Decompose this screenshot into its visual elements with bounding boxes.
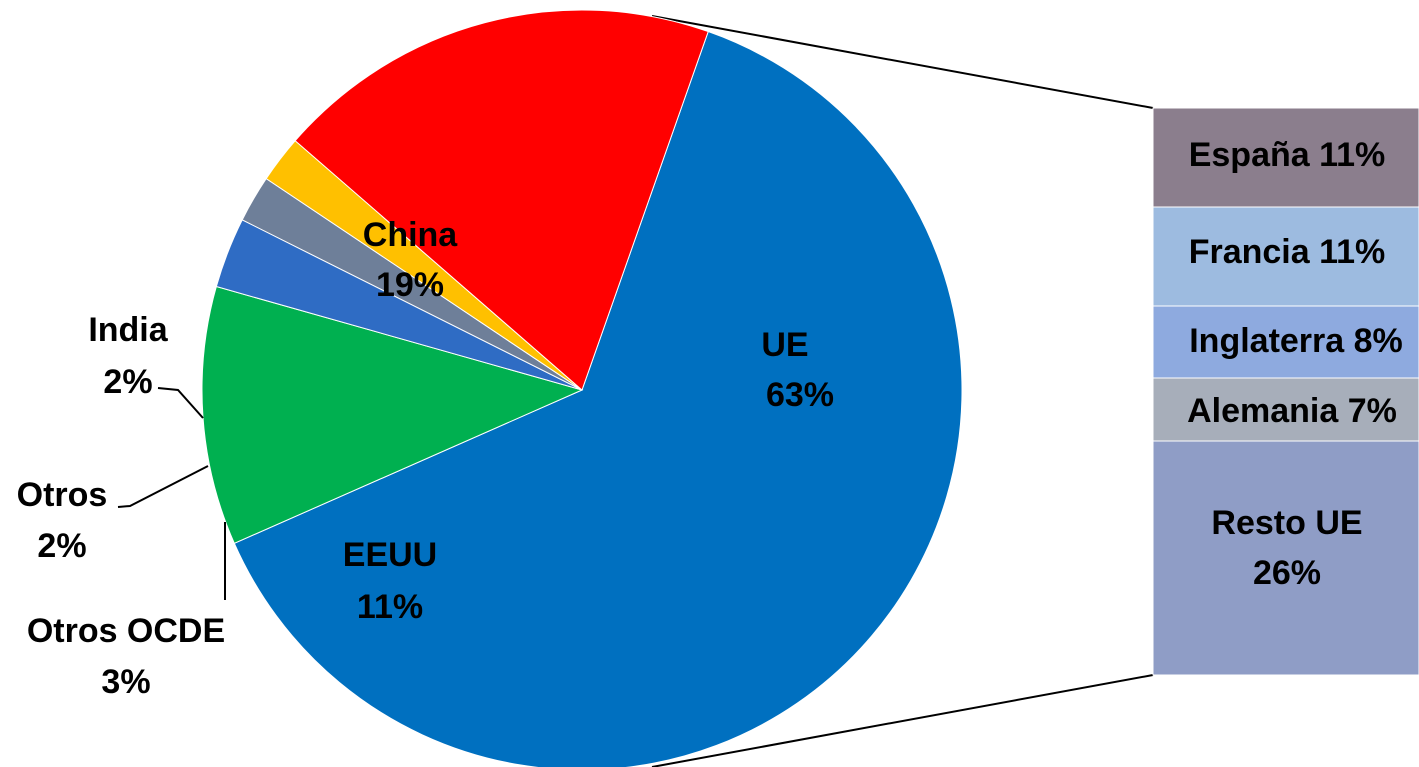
bar-label-espana: España 11% [1189, 136, 1386, 174]
bar-label-resto-ue: Resto UE [1211, 504, 1362, 542]
label-otros-ocde-value: 3% [101, 663, 150, 701]
bar-segment-resto-ue [1152, 440, 1419, 676]
pie-slice-china [294, 9, 709, 391]
label-otros-ocde-name: Otros OCDE [27, 612, 225, 650]
bar-label-alemania: Alemania 7% [1187, 392, 1397, 430]
pie-slice-eeuu [201, 285, 584, 545]
label-otros-value: 2% [37, 527, 86, 565]
bar-label-resto-ue-value: 26% [1253, 554, 1321, 592]
leader-lines [117, 387, 226, 600]
label-otros-name: Otros [17, 476, 108, 514]
bar-segment-inglaterra [1152, 305, 1419, 379]
label-india-value: 2% [103, 363, 152, 401]
connector-line-top [651, 15, 1154, 109]
label-india-name: India [88, 311, 168, 349]
stacked-bar [1152, 107, 1419, 676]
label-eeuu-name: EEUU [343, 536, 437, 574]
connector-lines [651, 15, 1154, 767]
label-ue-value: 63% [766, 376, 834, 414]
bar-segment-francia [1152, 206, 1419, 307]
pie-slice-ue [233, 30, 963, 767]
label-china-value: 19% [376, 266, 444, 304]
label-ue-name: UE [761, 326, 808, 364]
leader-line-india [157, 387, 204, 419]
label-china-name: China [363, 216, 459, 254]
label-eeuu-value: 11% [357, 588, 423, 626]
pie-chart [201, 9, 963, 767]
bar-label-inglaterra: Inglaterra 8% [1189, 322, 1403, 360]
leader-line-otros [117, 465, 209, 508]
bar-segment-espana [1152, 107, 1419, 208]
connector-line-bottom [651, 674, 1154, 767]
bar-label-francia: Francia 11% [1189, 233, 1386, 271]
